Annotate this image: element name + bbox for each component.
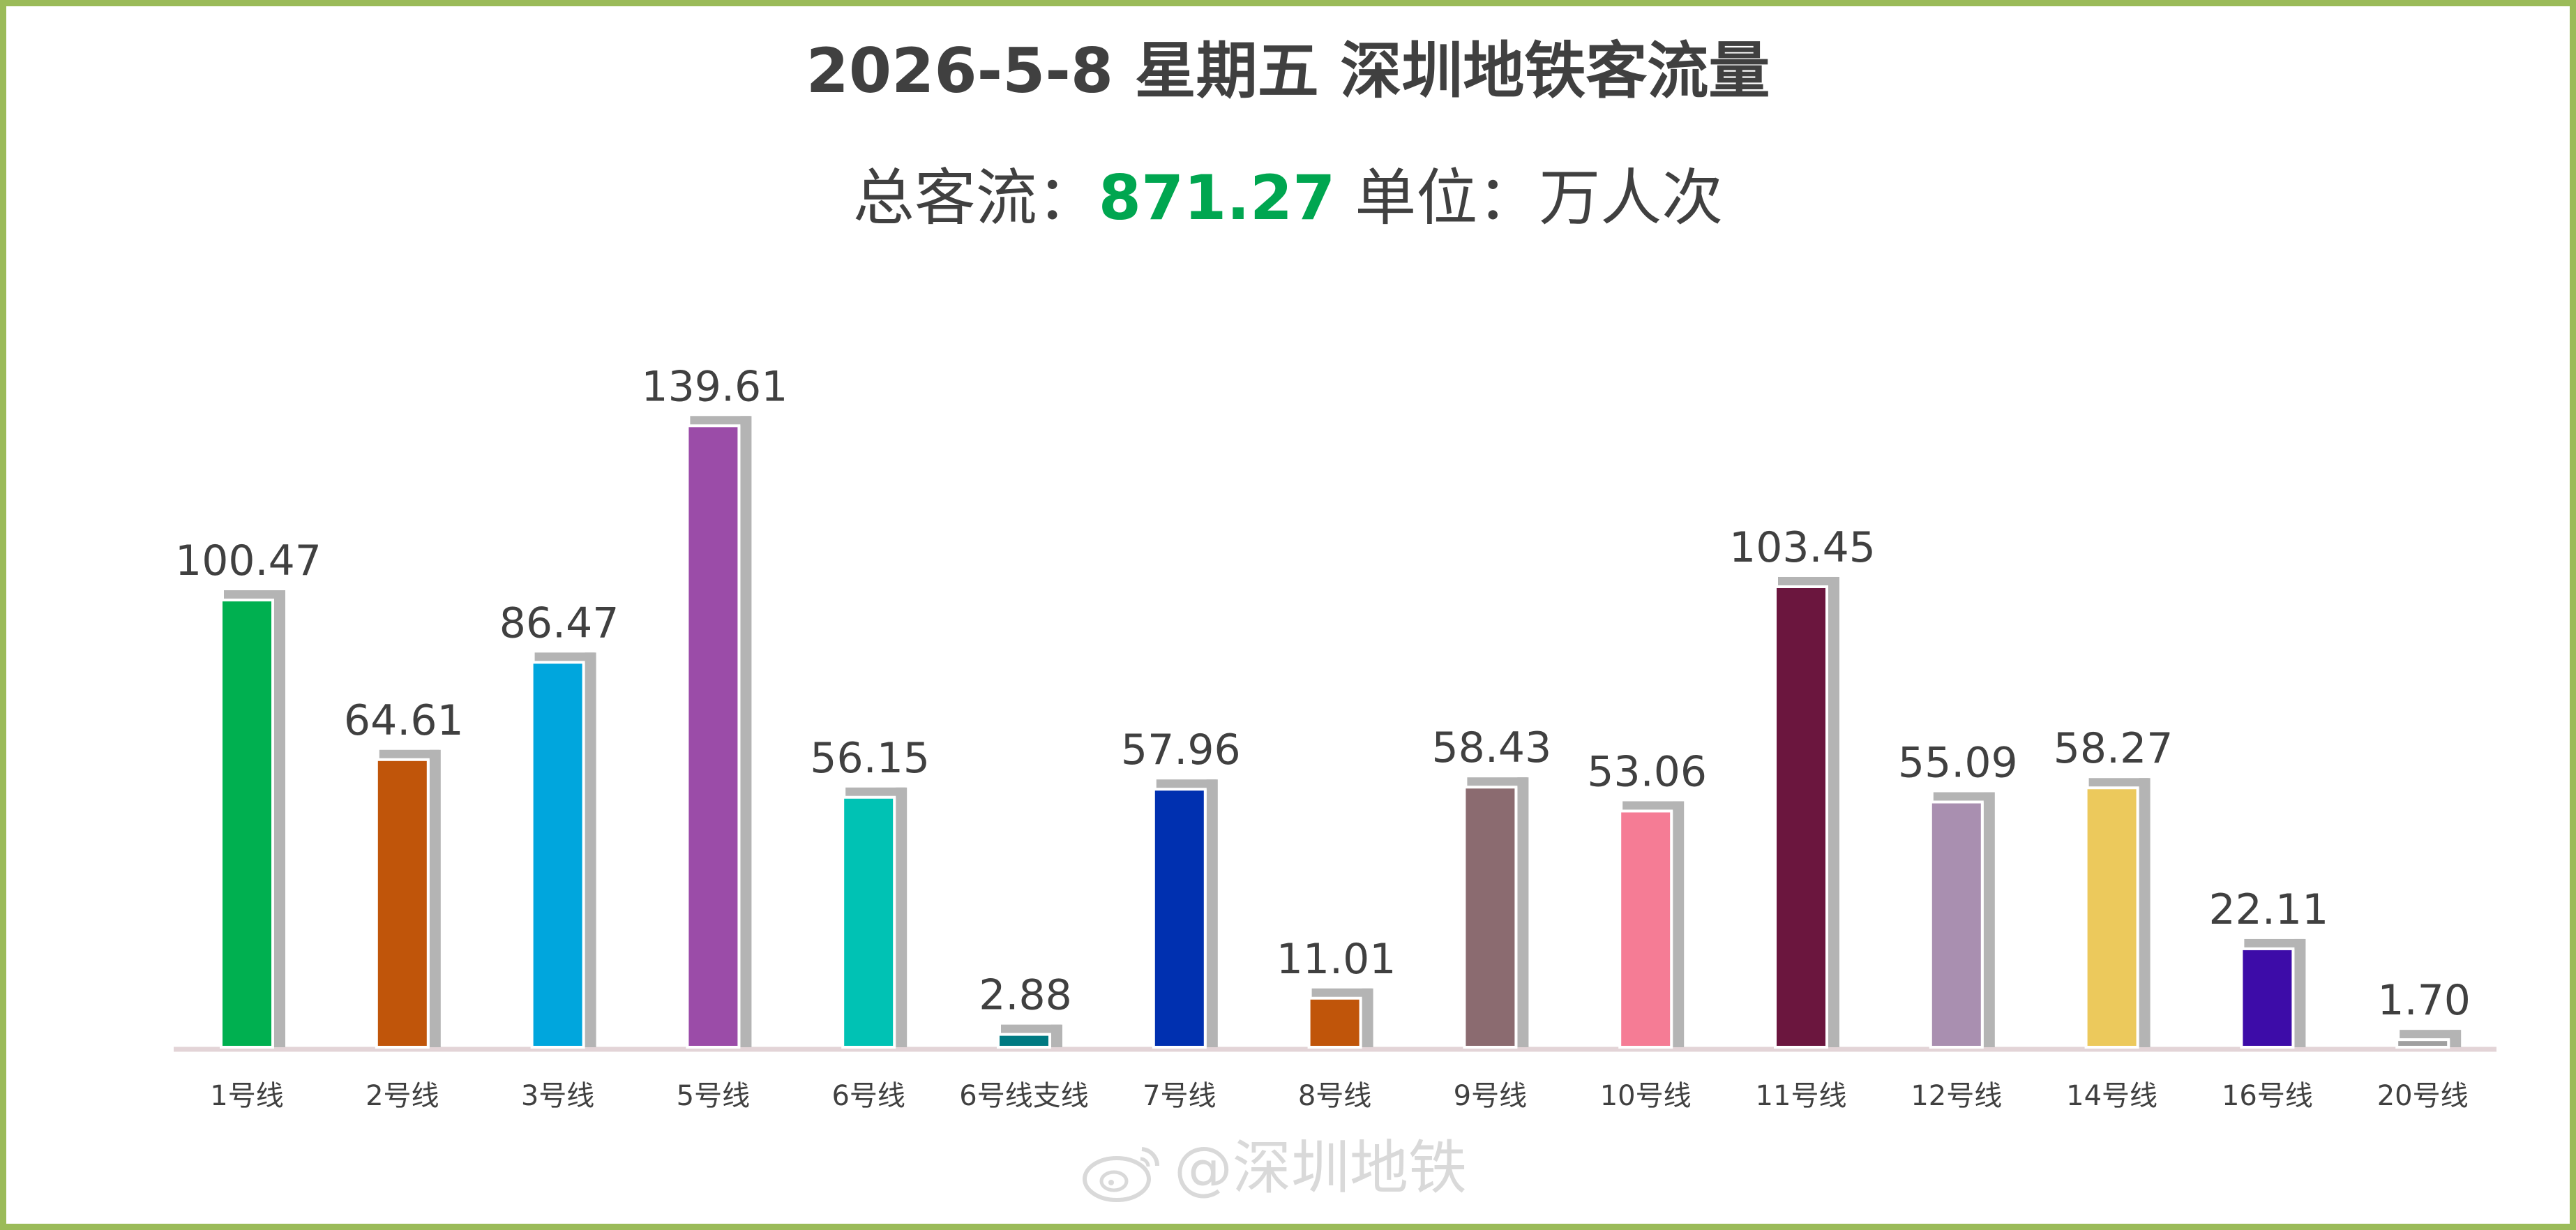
bar-shadow: [2294, 938, 2306, 1047]
x-tick-label: 9号线: [1454, 1080, 1527, 1112]
bar-shadow-cap: [845, 787, 906, 797]
bar-shadow-cap: [534, 652, 595, 663]
total-value: 871.27: [1098, 162, 1336, 234]
data-label: 22.11: [2209, 885, 2329, 934]
bar-shadow: [1206, 779, 1218, 1047]
bar-16号线: [2240, 947, 2295, 1049]
unit-label: 单位：万人次: [1335, 162, 1724, 234]
bar-20号线: [2395, 1038, 2450, 1049]
bar-shadow: [1673, 801, 1685, 1047]
x-tick-label: 20号线: [2377, 1080, 2469, 1112]
bar-shadow-cap: [1311, 988, 1372, 998]
total-label: 总客流：: [852, 162, 1099, 234]
x-tick-label: 1号线: [210, 1080, 283, 1112]
watermark-text: @深圳地铁: [1174, 1134, 1468, 1202]
data-label: 64.61: [344, 696, 464, 745]
bar-shadow-cap: [379, 749, 439, 760]
bar-11号线: [1774, 585, 1828, 1049]
data-label: 58.27: [2054, 724, 2174, 773]
bar-10号线: [1618, 809, 1673, 1049]
bar-shadow-cap: [2088, 778, 2149, 788]
bar-shadow-cap: [1622, 801, 1683, 811]
data-label: 58.43: [1432, 723, 1552, 772]
data-label: 53.06: [1587, 747, 1707, 796]
x-tick-label: 8号线: [1298, 1080, 1371, 1112]
bar-shadow: [1362, 988, 1373, 1047]
bar-shadow: [429, 749, 441, 1047]
bar-shadow: [740, 416, 752, 1047]
x-tick-label: 2号线: [366, 1080, 439, 1112]
bar-shadow: [1828, 576, 1839, 1047]
bar-shadow-cap: [690, 416, 751, 426]
bar-2号线: [375, 758, 430, 1049]
x-tick-label: 6号线: [831, 1080, 905, 1112]
bar-shadow: [274, 590, 285, 1047]
x-tick-label: 7号线: [1143, 1080, 1216, 1112]
data-label: 56.15: [810, 734, 930, 783]
data-label: 100.47: [175, 537, 322, 585]
bar-9号线: [1463, 786, 1518, 1049]
bar-6号线: [841, 795, 896, 1049]
data-label: 103.45: [1729, 523, 1876, 572]
bar-7号线: [1152, 788, 1207, 1049]
chart-title: 2026-5-8 星期五 深圳地铁客流量: [806, 35, 1770, 107]
weibo-logo-icon: [1083, 1147, 1160, 1203]
bar-shadow-cap: [2244, 938, 2305, 949]
bar-shadow: [585, 652, 596, 1047]
bar-12号线: [1929, 800, 1984, 1049]
watermark: @深圳地铁: [1080, 1133, 1467, 1203]
x-tick-label: 3号线: [521, 1080, 594, 1112]
data-label: 57.96: [1121, 726, 1241, 774]
bar-1号线: [220, 599, 274, 1049]
data-label: 86.47: [499, 599, 619, 647]
x-tick-label: 6号线支线: [959, 1080, 1088, 1112]
bar-14号线: [2084, 786, 2139, 1049]
bar-shadow: [2139, 778, 2151, 1047]
bar-8号线: [1307, 996, 1362, 1049]
bar-shadow-cap: [1156, 779, 1217, 790]
bar-6号线支线: [997, 1033, 1051, 1049]
bar-shadow-cap: [1467, 777, 1528, 788]
data-label: 1.70: [2377, 976, 2471, 1025]
x-tick-label: 10号线: [1600, 1080, 1692, 1112]
bar-shadow-cap: [1001, 1024, 1061, 1035]
data-label: 139.61: [641, 362, 788, 411]
bar-shadow-cap: [224, 590, 284, 601]
bar-shadow: [1983, 792, 1995, 1047]
bar-chart: 100.47 1号线 64.61 2号线 86.47 3号线 139.61 5号线 56.15 6…: [174, 362, 2496, 1112]
bar-shadow-cap: [1933, 792, 1994, 802]
bar-5号线: [686, 424, 741, 1049]
x-tick-label: 14号线: [2066, 1080, 2157, 1112]
x-tick-label: 12号线: [1911, 1080, 2002, 1112]
bar-3号线: [530, 661, 585, 1049]
bar-shadow-cap: [1778, 576, 1838, 587]
chart-subtitle: 总客流：871.27 单位：万人次: [6, 161, 2570, 235]
x-tick-label: 11号线: [1756, 1080, 1847, 1112]
x-tick-label: 16号线: [2222, 1080, 2313, 1112]
bar-shadow: [1517, 777, 1529, 1047]
bar-shadow-cap: [2400, 1030, 2460, 1040]
data-label: 11.01: [1276, 935, 1396, 984]
bar-shadow: [896, 787, 907, 1047]
x-tick-label: 5号线: [677, 1080, 750, 1112]
data-label: 2.88: [979, 971, 1072, 1020]
data-label: 55.09: [1898, 739, 2018, 788]
